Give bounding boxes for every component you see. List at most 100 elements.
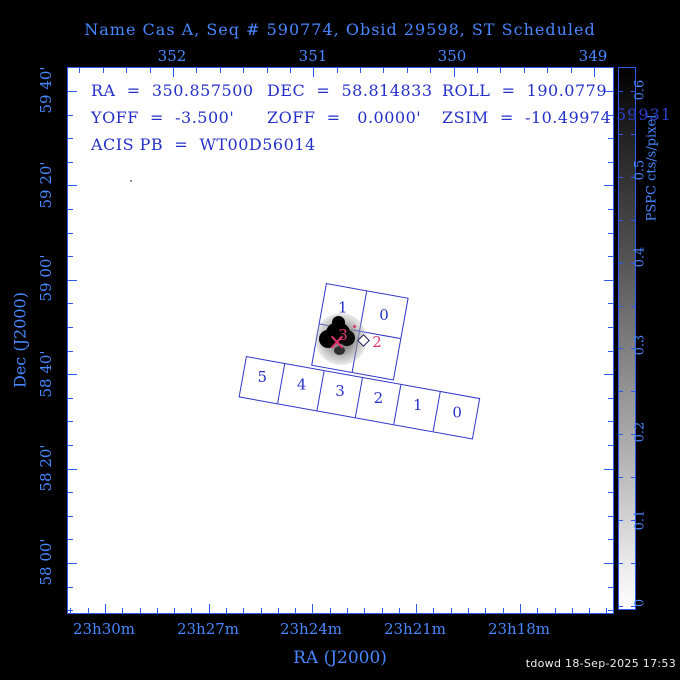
roll-value: ROLL = 190.0779 [442,81,608,100]
axis-tick [364,608,366,613]
axis-tick [608,209,613,210]
ra-value: RA = 350.857500 [91,81,254,100]
axis-tick [289,68,291,73]
wedge-tick-label: 0 [632,598,648,608]
axis-tick [196,68,198,73]
dec-tick-label: 58 00' [37,538,55,586]
axis-tick [122,608,124,613]
axis-tick [68,397,73,399]
wedge-tick-label: 0.2 [632,421,648,443]
axis-tick [68,114,73,116]
wedge-tick [631,434,635,436]
zoff-value: ZOFF = 0.0000' [267,108,422,127]
axis-tick [383,68,385,73]
axis-tick [70,608,72,613]
axis-tick [604,91,613,92]
axis-tick [360,68,362,73]
axis-tick [172,68,174,77]
axis-tick [500,68,502,73]
wedge-tick [619,434,623,436]
yoff-value: YOFF = -3.500' [91,108,235,127]
acis-i-chip-cell: 0 [359,291,408,340]
axis-tick [608,539,613,541]
axis-tick [604,563,613,564]
faint-source-dot [130,180,132,182]
chip-label: 1 [412,396,423,415]
axis-tick [329,608,331,613]
axis-tick [68,303,73,305]
axis-tick [608,256,613,258]
wedge-tick [631,305,635,307]
axis-tick [149,68,151,73]
axis-tick [523,68,525,73]
ra-tick-label: 23h27m [176,620,240,638]
axis-tick [604,468,613,470]
wedge-tick [631,562,635,564]
axis-tick [260,608,262,613]
axis-tick [453,68,455,77]
wedge-tick [619,605,623,607]
acis-s-chip-cell: 0 [433,392,479,438]
axis-tick [608,445,613,446]
target-x-marker-icon [329,334,345,350]
wedge-tick [631,605,635,607]
axis-tick [68,586,73,588]
axis-tick [608,138,613,140]
axis-tick [68,492,73,494]
axis-tick [102,68,104,73]
wedge-tick [619,348,623,350]
axis-tick [608,586,613,588]
dec-tick-label: 58 20' [37,444,55,492]
axis-tick [608,303,613,305]
axis-tick [68,350,73,352]
axis-tick [313,68,315,77]
zsim-value: ZSIM = -10.49974 [442,108,612,127]
axis-tick [68,468,77,470]
axis-tick [87,608,89,613]
wedge-tick [619,391,623,393]
wedge-tick [619,520,623,521]
chip-i3-label: 3 [338,326,348,344]
axis-tick [468,608,470,613]
axis-tick [295,608,297,613]
axis-tick [450,608,452,613]
plot-title: Name Cas A, Seq # 590774, Obsid 29598, S… [84,20,596,39]
top-axis-tick-label: 352 [157,47,187,65]
axis-tick [68,256,73,258]
chip-label: 0 [451,403,462,422]
axis-tick [68,185,77,187]
dec-tick-label: 59 40' [37,66,55,114]
axis-tick [381,608,383,613]
axis-tick [606,608,608,613]
axis-tick [430,68,432,73]
axis-tick [477,68,479,73]
chip-label: 3 [335,382,345,401]
axis-tick [608,492,613,494]
axis-tick [570,68,572,73]
axis-tick [68,539,73,541]
wedge-tick [619,176,623,178]
axis-tick [608,232,613,234]
axis-tick [68,232,73,234]
axis-tick [547,68,549,73]
ra-axis-title: RA (J2000) [293,648,387,668]
axis-tick [485,608,487,613]
sky-plot-area: RA = 350.857500 DEC = 58.814833 ROLL = 1… [67,67,614,614]
axis-tick [219,68,221,73]
wedge-tick [631,348,635,350]
top-axis-tick-label: 351 [298,47,328,65]
axis-tick [502,608,504,613]
axis-tick [68,421,73,423]
wedge-tick [619,262,623,264]
wedge-tick-label: 0.4 [632,246,648,268]
wedge-tick [631,391,635,393]
dec-tick-label: 58 40' [37,350,55,398]
axis-tick [68,279,77,281]
axis-tick [68,209,73,210]
credit-timestamp: tdowd 18-Sep-2025 17:53 [525,657,676,670]
axis-tick [68,327,73,328]
wedge-tick [619,477,623,479]
axis-tick [266,68,268,73]
wedge-tick [631,262,635,264]
